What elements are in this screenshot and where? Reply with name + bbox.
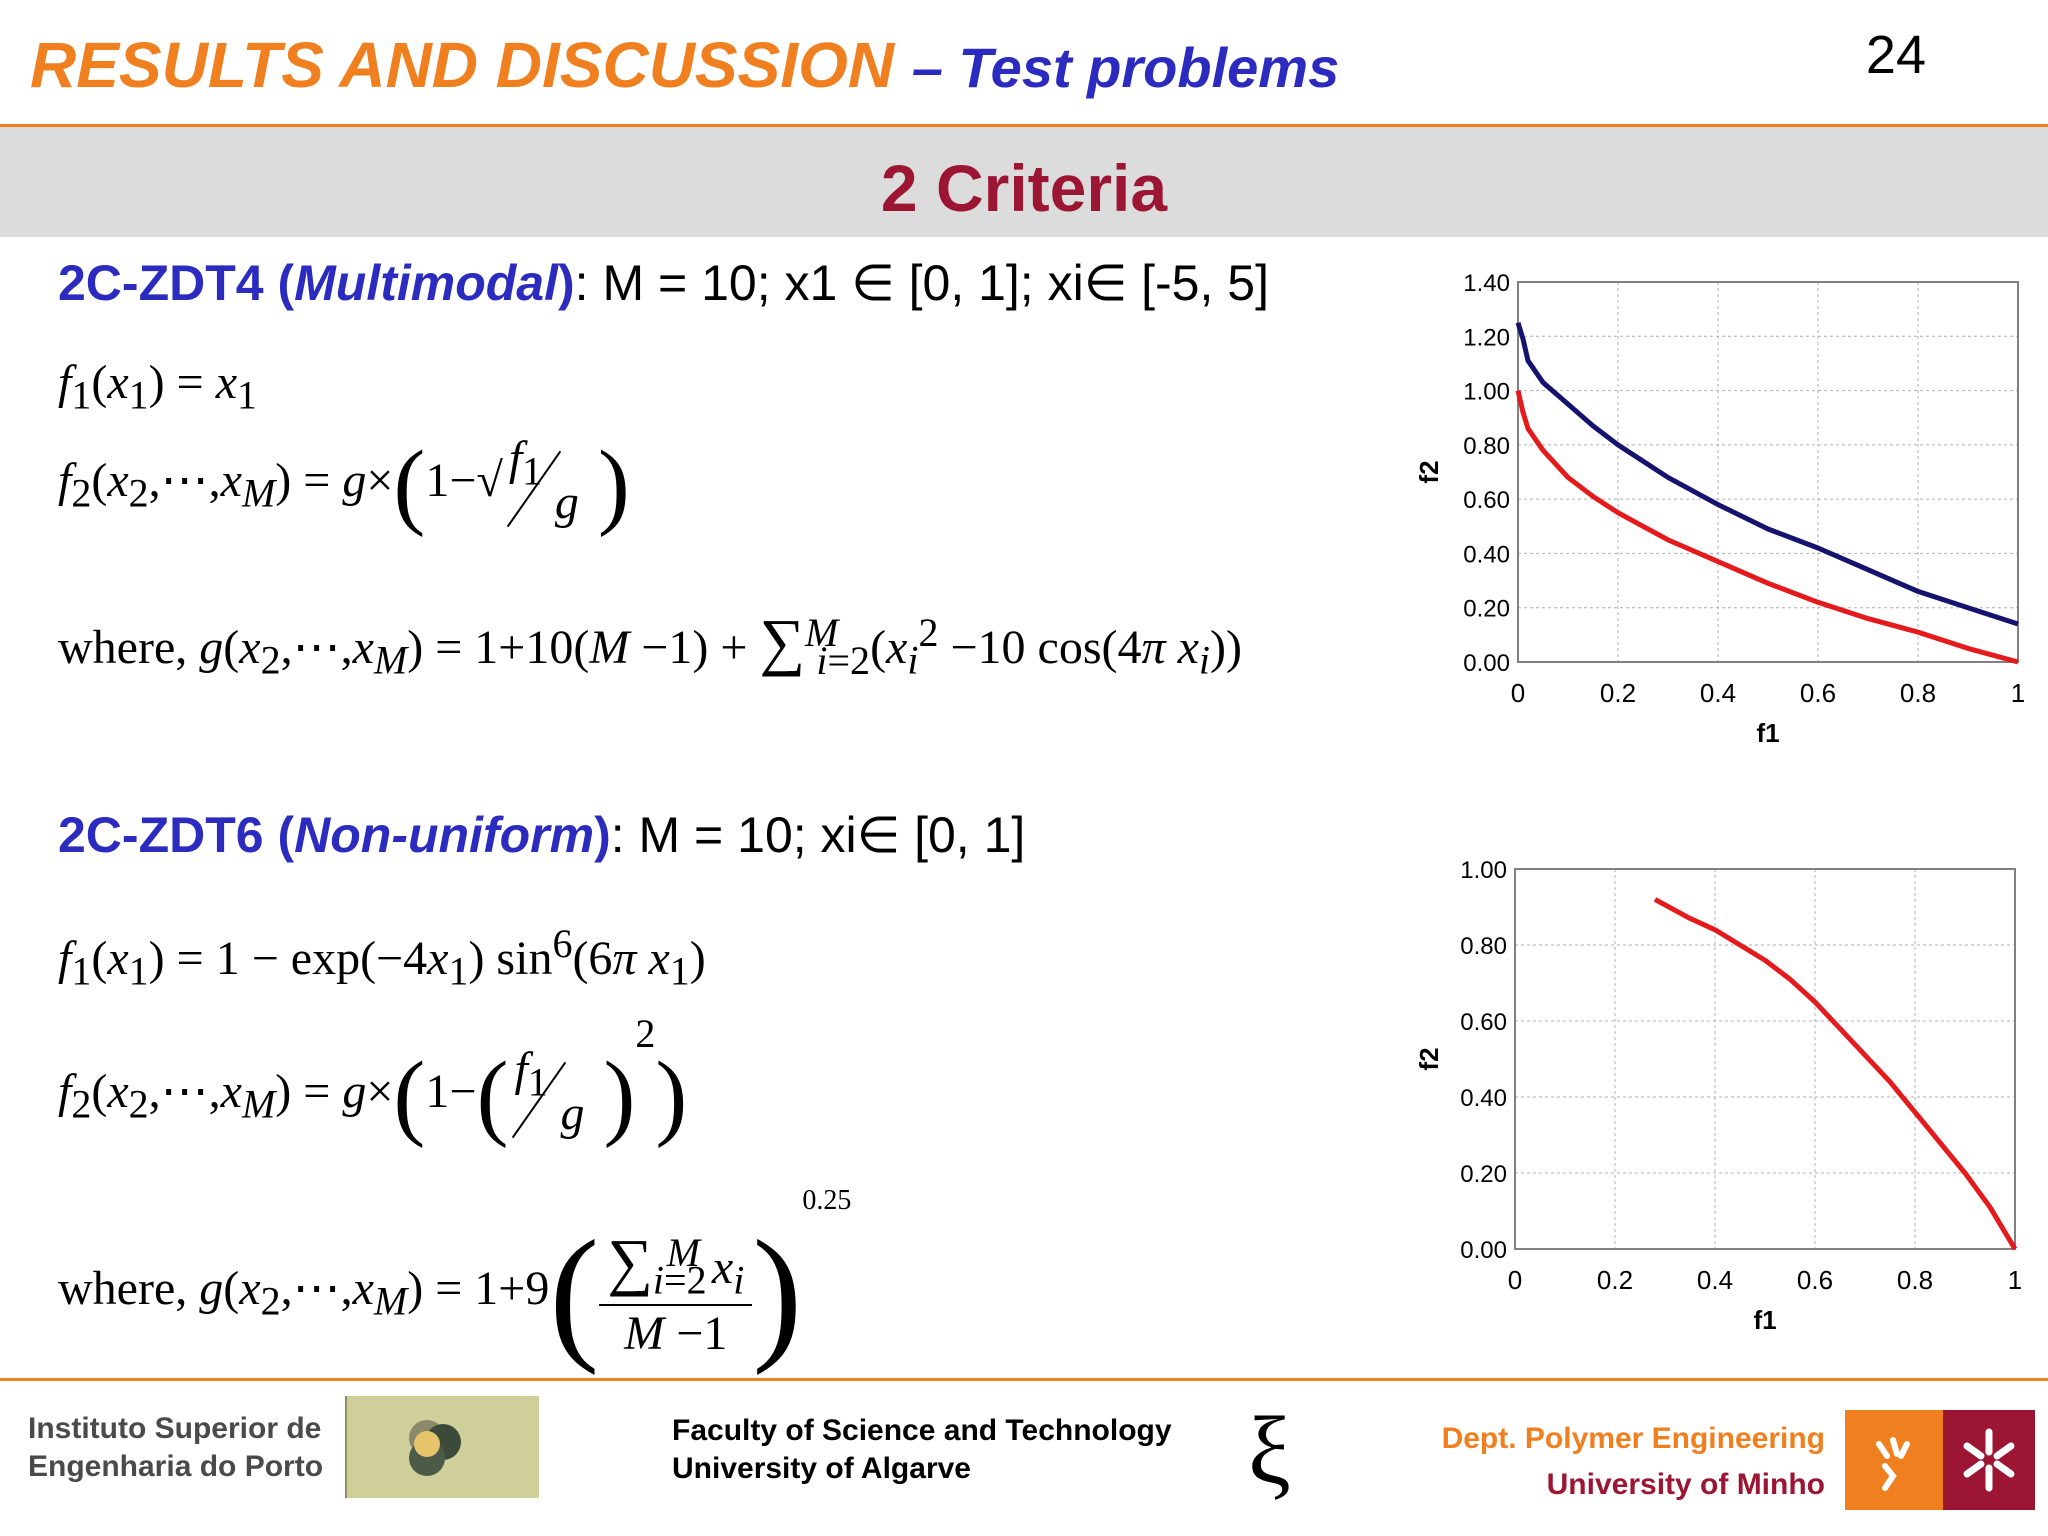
plot-frame	[1517, 281, 2019, 663]
y-tick-label: 0.60	[1460, 1009, 1507, 1036]
x-tick-label: 0	[1511, 678, 1525, 708]
zdt6-name: 2C-ZDT6 (Non-uniform)	[58, 807, 611, 863]
zdt6-pareto-chart: 0 0.2 0.4 0.6 0.8 1 0.00 0.20 0.40 0.60 0.80 1.00 f1…	[1414, 857, 2022, 1335]
zdt4-pareto-chart: 0 0.2 0.4 0.6 0.8 1 0.00 0.20 0.40 0.60 0.80 1.00 1.…	[1414, 270, 2025, 748]
x-tick-label: 0.4	[1697, 1265, 1733, 1295]
y-tick-label: 0.60	[1463, 487, 1510, 514]
zdt6-f1-equation: f1(x1) = 1 − exp(−4x1) sin6(6π x1)	[58, 921, 706, 994]
asterisk-logo-icon	[1963, 1428, 2015, 1492]
section-title: 2 Criteria	[880, 151, 1168, 225]
footer-divider	[0, 1378, 2048, 1381]
zdt4-f1-equation: f1(x1) = x1	[58, 356, 258, 418]
y-tick-label: 1.20	[1463, 324, 1510, 351]
y-tick-label: 0.80	[1463, 433, 1510, 460]
minho-logo-icon	[1876, 1437, 1910, 1491]
series-line-1	[1653, 897, 2018, 1251]
minho-logo-red	[1943, 1410, 2035, 1510]
page-number: 24	[1865, 25, 1926, 85]
y-axis-label: f2	[1414, 1047, 1444, 1070]
y-tick-label: 1.40	[1463, 270, 1510, 297]
series-line-1	[1515, 321, 2019, 627]
y-tick-label: 0.00	[1460, 1237, 1507, 1264]
plot-frame	[1514, 868, 2016, 1250]
zdt6-heading: 2C-ZDT6 (Non-uniform): M = 10; xi∈ [0, 1…	[58, 806, 1025, 864]
isep-logo-icon	[409, 1420, 461, 1476]
x-tick-label: 1	[2008, 1265, 2022, 1295]
y-tick-label: 0.40	[1460, 1085, 1507, 1112]
minho-logo-orange	[1845, 1410, 1943, 1510]
y-tick-label: 0.80	[1460, 933, 1507, 960]
x-tick-label: 0.2	[1597, 1265, 1633, 1295]
zdt4-name: 2C-ZDT4 (Multimodal)	[58, 255, 575, 311]
x-tick-label: 0.2	[1600, 678, 1636, 708]
header-divider	[0, 124, 2048, 127]
series-line-2	[1515, 390, 2019, 665]
y-tick-label: 0.40	[1463, 541, 1510, 568]
x-tick-label: 0	[1508, 1265, 1522, 1295]
slide-subtitle: – Test problems	[911, 36, 1340, 99]
zdt4-heading: 2C-ZDT4 (Multimodal): M = 10; x1 ∈ [0, 1…	[58, 254, 1269, 312]
x-tick-label: 1	[2011, 678, 2025, 708]
algarve-xi-logo: ξ	[1248, 1397, 1291, 1504]
zdt4-g-equation: where, g(x2,⋯,xM) = 1+10(M −1) + ∑Mi=2(x…	[58, 606, 1242, 683]
y-tick-label: 0.00	[1463, 650, 1510, 677]
x-axis-label: f1	[1756, 718, 1779, 748]
x-tick-label: 0.8	[1897, 1265, 1933, 1295]
footer-algarve: Faculty of Science and Technology Univer…	[672, 1414, 1172, 1485]
zdt6-params: : M = 10; xi∈ [0, 1]	[610, 807, 1026, 863]
zdt4-f2-equation: f2(x2,⋯,xM) = g×(1−√ f1 g)	[58, 430, 630, 538]
y-tick-label: 0.20	[1463, 596, 1510, 623]
isep-logo	[345, 1396, 539, 1498]
x-tick-label: 0.8	[1900, 678, 1936, 708]
zdt4-params: : M = 10; x1 ∈ [0, 1]; xi∈ [-5, 5]	[574, 255, 1269, 311]
y-axis-label: f2	[1414, 460, 1444, 483]
y-tick-label: 1.00	[1460, 857, 1507, 884]
footer-isep: Instituto Superior de Engenharia do Port…	[28, 1412, 324, 1483]
slide-title-main: RESULTS AND DISCUSSION	[30, 29, 895, 101]
slide-title: RESULTS AND DISCUSSION – Test problems	[30, 28, 1339, 102]
x-tick-label: 0.6	[1797, 1265, 1833, 1295]
x-axis-label: f1	[1753, 1305, 1776, 1335]
x-tick-label: 0.4	[1700, 678, 1736, 708]
footer-minho: Dept. Polymer Engineering University of …	[1441, 1422, 1825, 1501]
zdt6-g-equation: where, g(x2,⋯,xM) = 1+9(∑i=2M xi M −1)0.2…	[58, 1185, 852, 1376]
y-tick-label: 0.20	[1460, 1161, 1507, 1188]
x-tick-label: 0.6	[1800, 678, 1836, 708]
zdt6-f2-equation: f2(x2,⋯,xM) = g×(1−(f1 g)2)	[58, 1011, 688, 1149]
section-band	[0, 127, 2048, 237]
y-tick-label: 1.00	[1463, 379, 1510, 406]
